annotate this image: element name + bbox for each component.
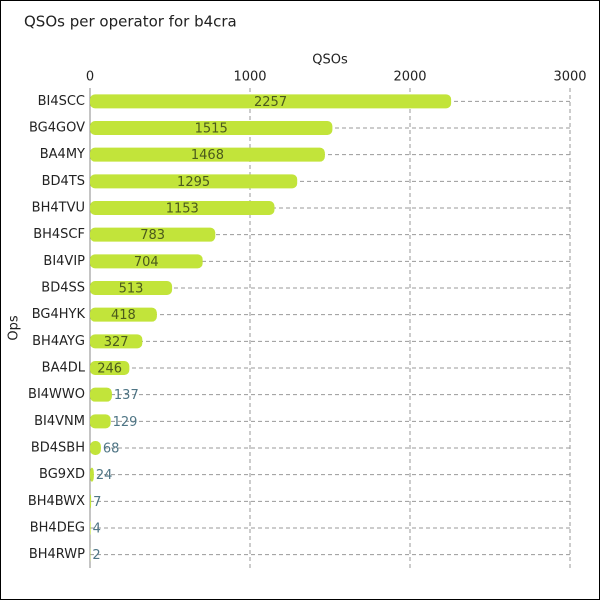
value-label: 129 [113, 415, 138, 430]
bar [90, 254, 203, 269]
bar [90, 414, 111, 429]
y-tick-label: BI4SCC [38, 94, 85, 109]
y-axis-label: Ops [7, 315, 22, 340]
value-label: 7 [93, 495, 101, 510]
bar [90, 201, 275, 215]
value-label: 4 [93, 522, 101, 537]
value-label: 1468 [191, 148, 224, 163]
bar [90, 281, 173, 295]
y-tick-label: BG4GOV [29, 121, 85, 136]
x-tick-label: 2000 [393, 70, 426, 85]
value-label: 418 [111, 308, 136, 323]
bar [90, 94, 452, 109]
value-label: 1295 [177, 175, 210, 190]
value-label: 327 [104, 335, 129, 350]
value-label: 68 [103, 442, 120, 457]
value-label: 1153 [166, 202, 199, 217]
bar [90, 147, 325, 162]
bar [90, 521, 91, 535]
bar [90, 441, 101, 455]
value-label: 2 [92, 548, 100, 563]
value-label: 513 [119, 282, 144, 297]
y-tick-label: BD4SBH [31, 441, 85, 456]
value-label: 246 [97, 362, 122, 377]
y-tick-label: BH4AYG [32, 334, 85, 349]
x-axis-label: QSOs [312, 53, 348, 68]
y-tick-label: BG9XD [39, 467, 85, 482]
y-tick-label: BI4WWO [28, 387, 85, 402]
value-label: 2257 [254, 95, 287, 110]
bar [90, 227, 216, 242]
value-label: 704 [134, 255, 159, 270]
chart-title: QSOs per operator for b4cra [24, 13, 237, 31]
y-tick-label: BH4RWP [29, 547, 85, 562]
value-label: 24 [96, 468, 113, 483]
y-tick-label: BA4DL [42, 361, 86, 376]
value-label: 783 [140, 228, 165, 243]
value-label: 1515 [195, 122, 228, 137]
bar [90, 174, 298, 189]
y-tick-label: BD4SS [41, 281, 85, 296]
bar [90, 334, 143, 349]
y-tick-label: BI4VNM [34, 414, 85, 429]
x-tick-label: 1000 [233, 70, 266, 85]
y-tick-label: BH4DEG [30, 521, 85, 536]
y-tick-label: BA4MY [40, 147, 85, 162]
bar [90, 387, 112, 402]
bar [90, 121, 333, 135]
x-tick-label: 3000 [553, 70, 586, 85]
y-tick-label: BG4HYK [32, 307, 86, 322]
y-tick-label: BH4BWX [28, 494, 85, 509]
x-tick-label: 0 [86, 70, 94, 85]
y-tick-label: BH4SCF [33, 227, 85, 242]
bar [90, 361, 130, 375]
bar [90, 494, 92, 509]
y-tick-label: BH4TVU [32, 201, 85, 216]
bar [90, 307, 157, 322]
y-tick-label: BD4TS [42, 174, 85, 189]
bar [90, 467, 94, 482]
value-label: 137 [114, 388, 139, 403]
y-tick-label: BI4VIP [43, 254, 85, 269]
